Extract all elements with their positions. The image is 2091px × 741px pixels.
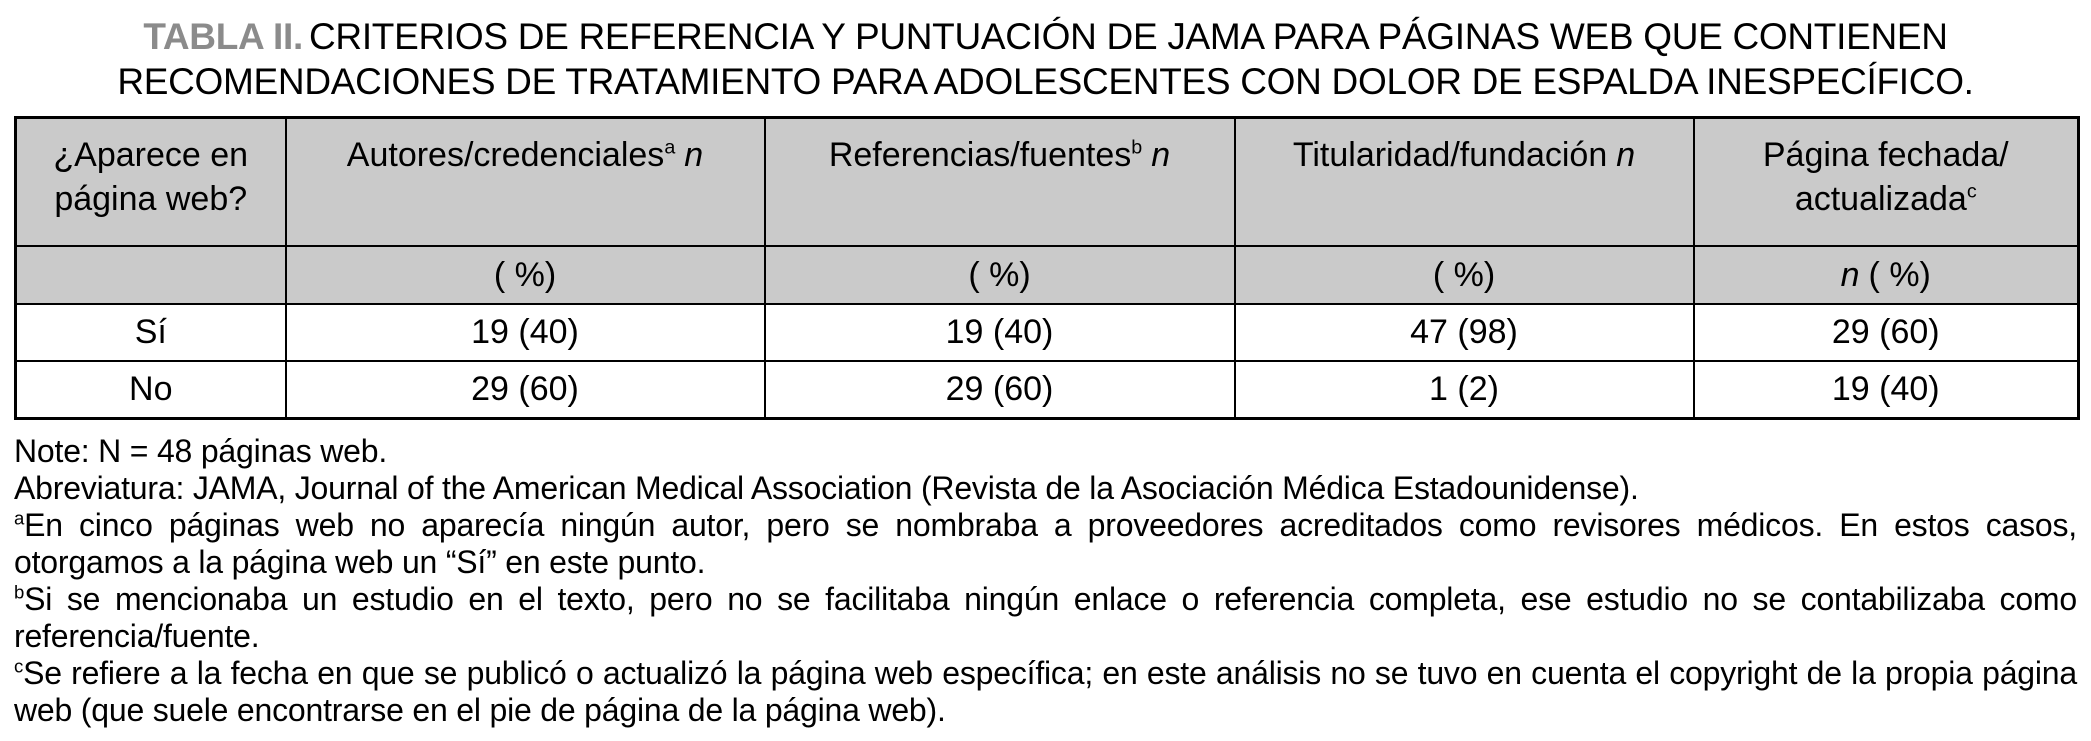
subheader-cell-pct: ( %)	[763, 245, 1236, 305]
header-label: actualizada	[1794, 180, 1967, 218]
header-cell-referencias: Referencias/fuentesb n	[763, 116, 1236, 247]
data-cell: 47 (98)	[1233, 303, 1695, 362]
header-cell-aparece: ¿Aparece en página web?	[14, 116, 287, 247]
table-footnotes: Note: N = 48 páginas web. Abreviatura: J…	[14, 433, 2077, 729]
row-label-cell: Sí	[14, 303, 287, 362]
percent-label: ( %)	[493, 255, 557, 294]
note-text: Si se mencionaba un estudio en el texto,…	[14, 581, 2077, 654]
header-cell-fechada: Página fechada/ actualizadac	[1692, 116, 2080, 247]
note-text: Abreviatura: JAMA, Journal of the Americ…	[14, 470, 1639, 506]
footnote-marker-c: c	[14, 655, 24, 677]
table-header-row: ¿Aparece en página web? Autores/credenci…	[14, 116, 2080, 247]
note-abbreviation: Abreviatura: JAMA, Journal of the Americ…	[14, 470, 2077, 507]
table-row-no: No 29 (60) 29 (60) 1 (2) 19 (40)	[14, 360, 2080, 420]
table-title-text: CRITERIOS DE REFERENCIA Y PUNTUACIÓN DE …	[117, 16, 1974, 102]
footnote-marker-b: b	[1131, 136, 1143, 159]
data-cell: 1 (2)	[1233, 360, 1695, 420]
header-label: Autores/credenciales	[346, 136, 665, 174]
data-cell: 19 (40)	[1692, 360, 2080, 420]
footnote-marker-b: b	[14, 581, 25, 603]
data-cell: 19 (40)	[284, 303, 766, 362]
note-text: En cinco páginas web no aparecía ningún …	[14, 507, 2077, 580]
note-b: bSi se mencionaba un estudio en el texto…	[14, 581, 2077, 655]
data-cell: 29 (60)	[1692, 303, 2080, 362]
note-text: Note: N = 48 páginas web.	[14, 433, 388, 469]
data-cell: 29 (60)	[763, 360, 1236, 420]
table-subheader-row: ( %) ( %) ( %) n( %)	[14, 245, 2080, 305]
header-label: ¿Aparece en página web?	[53, 136, 249, 218]
subheader-cell-pct: ( %)	[284, 245, 766, 305]
percent-label: ( %)	[1432, 255, 1496, 294]
percent-label: ( %)	[968, 255, 1031, 294]
percent-label: ( %)	[1868, 255, 1931, 294]
n-symbol: n	[1840, 255, 1860, 294]
footnote-marker-a: a	[664, 136, 676, 159]
header-cell-autores: Autores/credencialesa n	[284, 116, 766, 247]
header-cell-titularidad: Titularidad/fundación n	[1233, 116, 1695, 247]
footnote-marker-a: a	[14, 507, 25, 529]
footnote-marker-c: c	[1966, 180, 1977, 203]
table-row-si: Sí 19 (40) 19 (40) 47 (98) 29 (60)	[14, 303, 2080, 362]
note-c: cSe refiere a la fecha en que se publicó…	[14, 655, 2077, 729]
data-cell: 19 (40)	[763, 303, 1236, 362]
table-number-label: TABLA II.	[143, 16, 303, 57]
data-cell: 29 (60)	[284, 360, 766, 420]
header-label: Referencias/fuentes	[828, 136, 1132, 174]
subheader-cell-n-pct: n( %)	[1692, 245, 2080, 305]
page-title: TABLA II. CRITERIOS DE REFERENCIA Y PUNTU…	[54, 14, 2037, 104]
n-symbol: n	[684, 136, 704, 174]
note-sample-size: Note: N = 48 páginas web.	[14, 433, 2077, 470]
n-symbol: n	[1616, 136, 1636, 174]
row-label-cell: No	[14, 360, 287, 420]
header-label: Titularidad/fundación	[1292, 136, 1608, 174]
jama-criteria-table: ¿Aparece en página web? Autores/credenci…	[14, 116, 2080, 420]
header-label: Página fechada/	[1762, 136, 2009, 174]
note-text: Se refiere a la fecha en que se publicó …	[14, 655, 2077, 728]
note-a: aEn cinco páginas web no aparecía ningún…	[14, 507, 2077, 581]
subheader-cell-pct: ( %)	[1233, 245, 1695, 305]
subheader-cell-empty	[14, 245, 287, 305]
n-symbol: n	[1151, 136, 1171, 174]
